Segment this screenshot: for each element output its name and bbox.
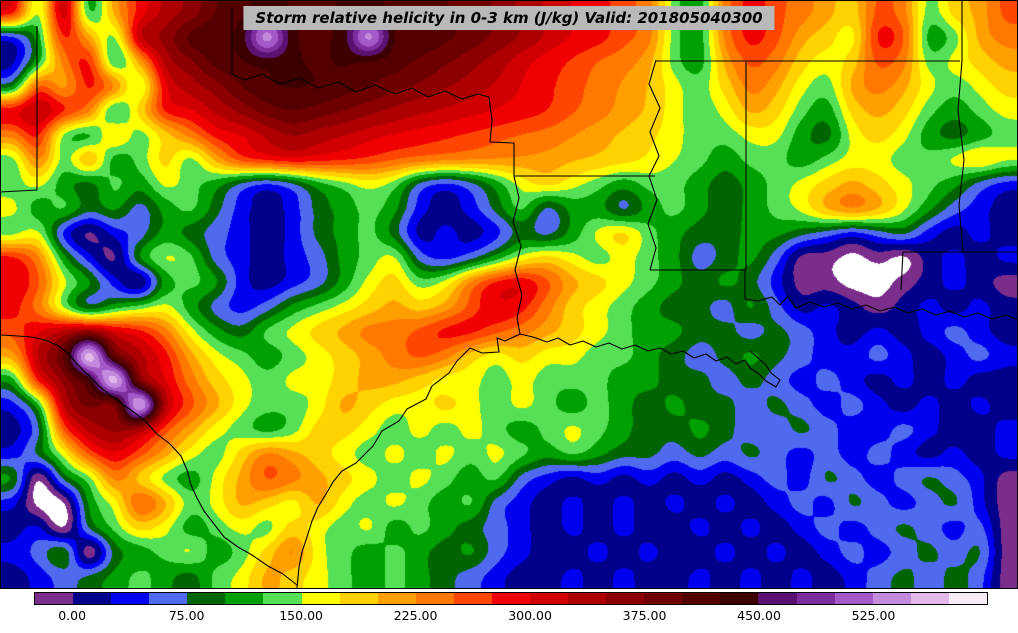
colorbar-segment <box>872 593 911 604</box>
colorbar <box>34 592 988 605</box>
colorbar-segment <box>568 593 607 604</box>
colorbar-segment <box>111 593 150 604</box>
colorbar-segment <box>149 593 188 604</box>
colorbar-segment <box>530 593 569 604</box>
colorbar-tick-label: 225.00 <box>393 608 438 623</box>
colorbar-segment <box>415 593 454 604</box>
colorbar-tick-label: 0.00 <box>58 608 87 623</box>
colorbar-segment <box>263 593 302 604</box>
colorbar-segment <box>225 593 264 604</box>
colorbar-segment <box>453 593 492 604</box>
colorbar-segment <box>720 593 759 604</box>
colorbar-tick-label: 75.00 <box>168 608 205 623</box>
colorbar-segment <box>606 593 645 604</box>
colorbar-segment <box>644 593 683 604</box>
colorbar-segment <box>948 593 987 604</box>
colorbar-segment <box>339 593 378 604</box>
colorbar-tick-label: 375.00 <box>622 608 667 623</box>
colorbar-segment <box>301 593 340 604</box>
colorbar-tick-label: 525.00 <box>851 608 896 623</box>
colorbar-segment <box>187 593 226 604</box>
colorbar-segment <box>758 593 797 604</box>
helicity-field-canvas <box>0 0 1018 589</box>
colorbar-segment <box>834 593 873 604</box>
colorbar-tick-label: 450.00 <box>737 608 781 623</box>
colorbar-segment <box>377 593 416 604</box>
colorbar-segment <box>491 593 531 604</box>
colorbar-segment <box>73 593 112 604</box>
colorbar-tick-label: 150.00 <box>279 608 323 623</box>
map-title: Storm relative helicity in 0-3 km (J/kg)… <box>243 6 775 30</box>
colorbar-tick-label: 300.00 <box>508 608 552 623</box>
colorbar-segment <box>35 593 74 604</box>
colorbar-segment <box>682 593 721 604</box>
colorbar-segment <box>910 593 949 604</box>
colorbar-segment <box>796 593 835 604</box>
